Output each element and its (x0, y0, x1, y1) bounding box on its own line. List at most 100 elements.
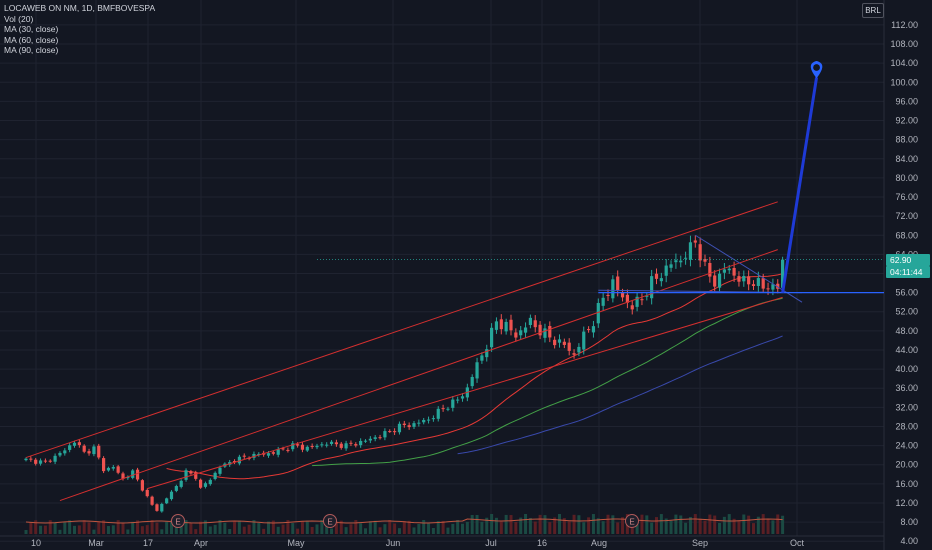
candle-body (582, 331, 586, 350)
candle-body (596, 303, 600, 324)
volume-bar (621, 517, 625, 534)
candle-body (203, 483, 208, 487)
volume-bar (674, 514, 678, 534)
volume-bar (538, 514, 542, 534)
candle-body (620, 292, 625, 298)
legend-vol[interactable]: Vol (20) (4, 13, 34, 24)
candle-body (422, 420, 426, 423)
volume-bar (237, 520, 241, 534)
candle-body (412, 423, 416, 427)
candle-body (756, 278, 760, 286)
volume-bar (572, 514, 576, 534)
candle-body (747, 276, 751, 285)
chart-title[interactable]: LOCAWEB ON NM, 1D, BMFBOVESPA (4, 3, 156, 13)
volume-bar (766, 518, 770, 534)
volume-bar (48, 520, 52, 534)
candle-body (674, 260, 678, 263)
volume-bar (223, 522, 227, 534)
volume-bar (722, 516, 726, 534)
candle-body (538, 324, 542, 336)
volume-bar (199, 521, 203, 534)
volume-bar (616, 522, 620, 534)
legend-ma90[interactable]: MA (90, close) (4, 45, 59, 55)
volume-bar (111, 525, 115, 534)
volume-bar (504, 514, 508, 534)
candle-body (363, 440, 368, 442)
x-tick-label: Aug (591, 538, 607, 548)
candle-body (480, 355, 484, 361)
candle-body (359, 440, 363, 446)
candle-body (305, 446, 309, 451)
volume-bar (242, 526, 246, 534)
volume-bar (509, 515, 513, 534)
x-tick-label: Sep (692, 538, 708, 548)
candle-body (29, 458, 33, 460)
volume-bar (431, 527, 435, 534)
earnings-marker (625, 514, 639, 528)
volume-bar (436, 521, 440, 534)
candle-body (732, 267, 736, 276)
candle-body (426, 419, 431, 421)
candle-body (591, 326, 596, 333)
volume-bar (257, 522, 261, 534)
candle-body (708, 262, 712, 277)
candle-body (688, 242, 693, 260)
candle-body (407, 425, 411, 428)
volume-bar (63, 522, 67, 534)
trend-channel-line (25, 201, 778, 459)
candle-body (320, 444, 324, 446)
y-tick-label: 112.00 (891, 20, 918, 30)
volume-bar (92, 529, 96, 534)
candle-body (184, 470, 188, 480)
candle-body (519, 330, 523, 336)
volume-bar (359, 523, 363, 534)
candle-body (460, 396, 465, 399)
volume-bar (58, 529, 62, 534)
volume-bar (194, 529, 198, 534)
candle-body (165, 498, 169, 504)
candle-body (34, 459, 38, 464)
volume-bar (344, 527, 348, 534)
candle-body (116, 466, 120, 473)
x-tick-label: 16 (537, 538, 547, 548)
volume-bar (247, 524, 251, 534)
volume-bar (601, 521, 605, 534)
volume-bar (485, 517, 489, 534)
y-tick-label: 72.00 (895, 211, 918, 221)
volume-bar (354, 520, 358, 534)
legend-ma30[interactable]: MA (30, close) (4, 24, 59, 34)
volume-bar (703, 520, 707, 534)
candle-body (106, 467, 111, 471)
countdown-label: 04:11:44 (886, 265, 930, 278)
currency-button[interactable]: BRL (862, 3, 884, 18)
candle-body (53, 455, 57, 462)
candle-body (397, 423, 402, 433)
volume-bar (116, 520, 120, 534)
candle-body (645, 295, 649, 297)
volume-bar (252, 520, 256, 534)
volume-bar (727, 514, 731, 534)
legend-ma60[interactable]: MA (60, close) (4, 34, 59, 45)
volume-bar (776, 514, 780, 534)
candle-body (737, 276, 741, 282)
volume-bar (655, 517, 658, 534)
y-tick-label: 48.00 (895, 326, 918, 336)
volume-bar (393, 523, 397, 534)
candle-body (490, 327, 494, 348)
candle-body (509, 319, 513, 331)
candle-body (402, 423, 406, 426)
volume-bar (567, 521, 571, 534)
volume-bar (373, 520, 377, 534)
volume-bar (208, 526, 212, 534)
candle-body (693, 240, 697, 243)
volume-bar (179, 524, 183, 534)
y-tick-label: 84.00 (895, 154, 918, 164)
candle-body (431, 418, 435, 420)
candle-body (43, 460, 47, 462)
volume-bar (718, 522, 722, 534)
last-price-label: 62.90 (886, 253, 930, 266)
candle-body (456, 399, 460, 401)
candle-body (611, 279, 615, 299)
